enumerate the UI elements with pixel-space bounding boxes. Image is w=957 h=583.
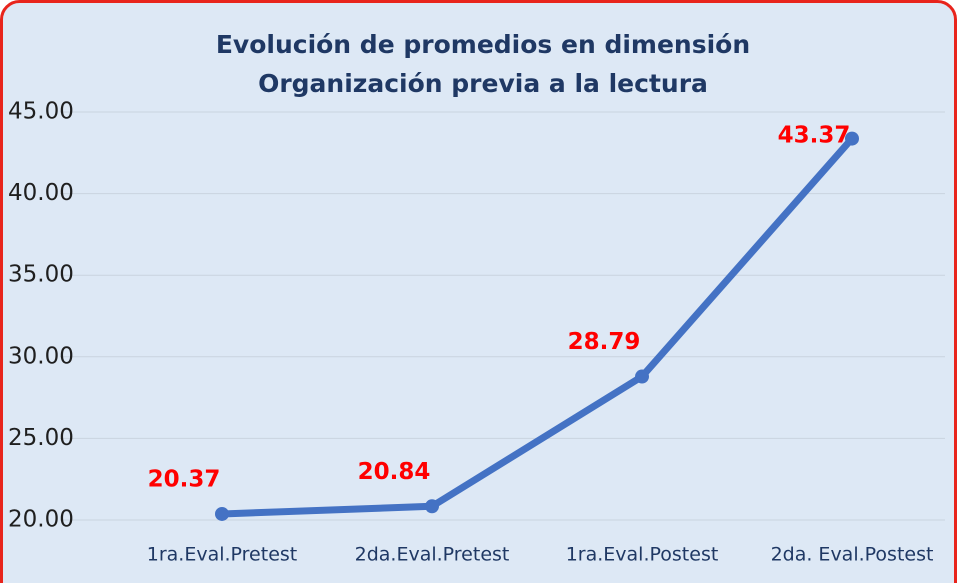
- point: [845, 131, 859, 146]
- x-tick-label: 2da.Eval.Pretest: [355, 544, 510, 566]
- y-tick-label: 25.00: [8, 425, 74, 451]
- x-tick-label: 2da. Eval.Postest: [771, 544, 934, 566]
- y-tick-label: 30.00: [8, 343, 74, 369]
- chart-title: Organización previa a la lectura: [258, 69, 708, 98]
- y-tick-label: 45.00: [8, 99, 74, 125]
- x-tick-label: 1ra.Eval.Pretest: [147, 544, 298, 566]
- point: [215, 506, 229, 521]
- data-label: 43.37: [778, 123, 851, 149]
- y-tick-label: 35.00: [8, 262, 74, 288]
- data-label: 28.79: [568, 329, 641, 355]
- chart-title: Evolución de promedios en dimensión: [216, 30, 750, 59]
- data-label: 20.37: [148, 466, 221, 492]
- data-label: 20.84: [358, 459, 431, 485]
- x-tick-label: 1ra.Eval.Postest: [566, 544, 719, 566]
- y-tick-label: 20.00: [8, 507, 74, 533]
- line: [221, 136, 855, 518]
- point: [425, 499, 439, 514]
- y-tick-label: 40.00: [8, 180, 74, 206]
- point: [635, 369, 649, 384]
